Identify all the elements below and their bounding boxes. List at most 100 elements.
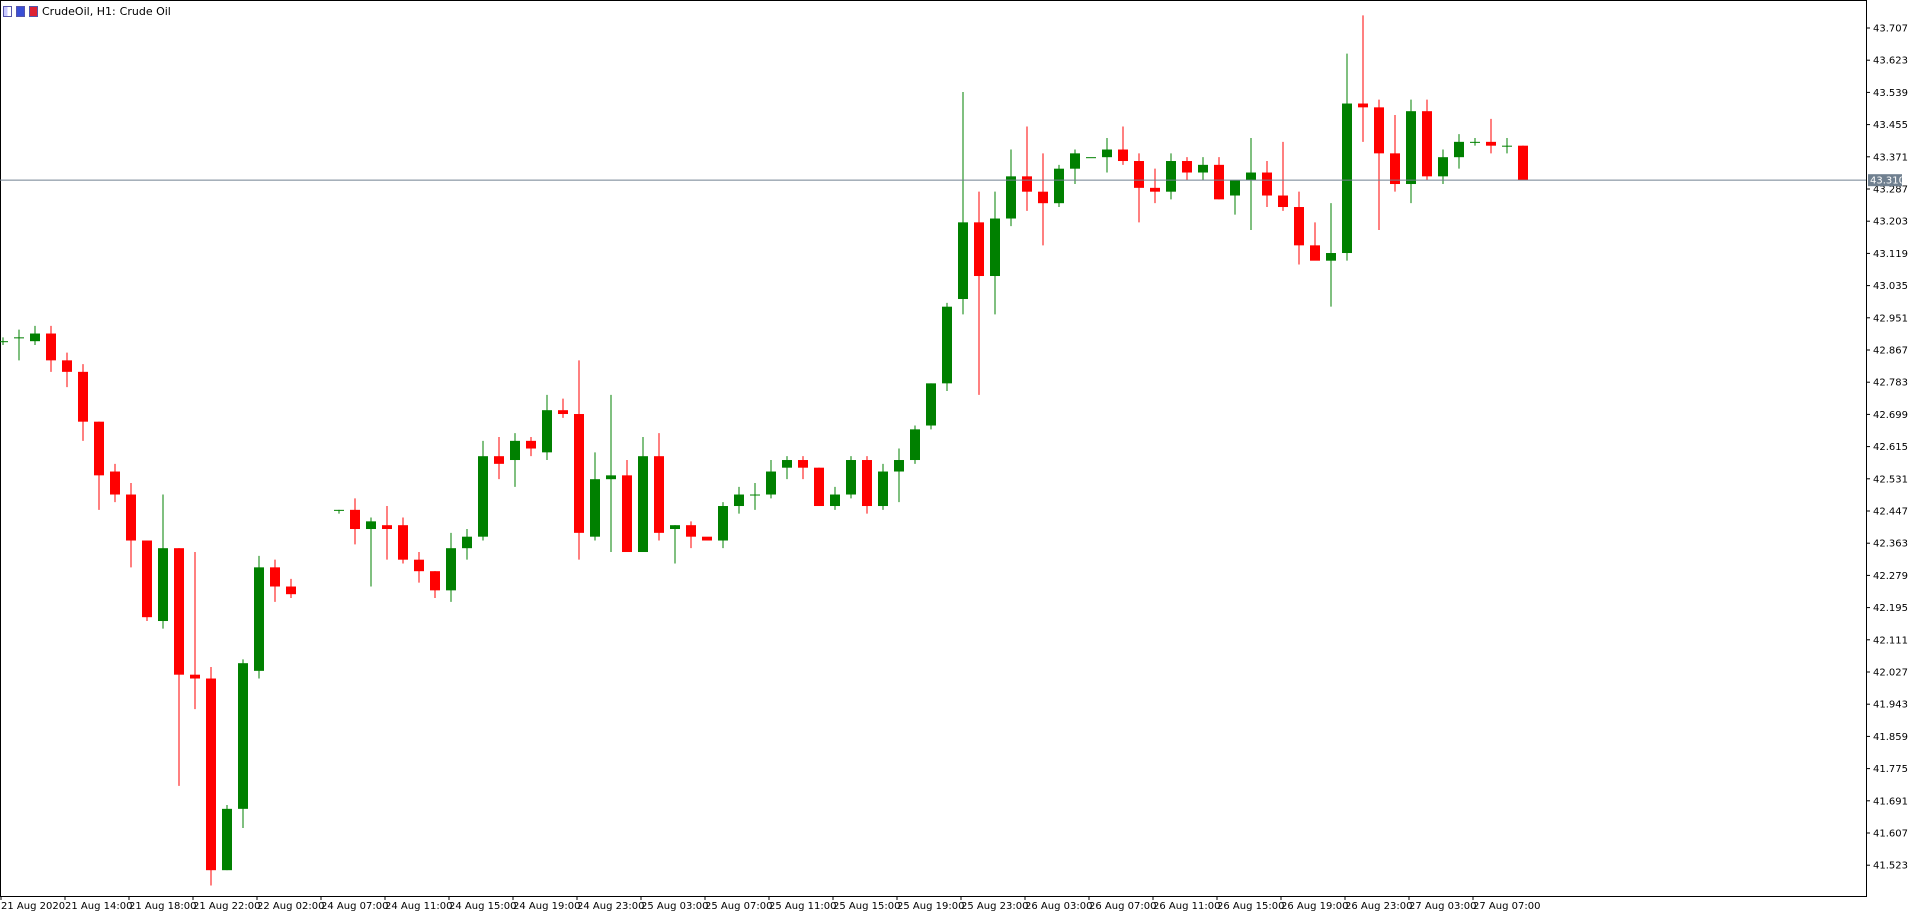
candle-body-bear <box>702 536 712 541</box>
x-tick-label: 25 Aug 15:00 <box>833 901 900 912</box>
x-tick-label: 25 Aug 23:00 <box>961 901 1028 912</box>
candle-body-bull <box>30 333 40 342</box>
candle-body-bear <box>126 494 136 541</box>
candle-body-bull <box>606 475 616 480</box>
candle-body-bear <box>1486 141 1496 146</box>
y-tick-label: 42.615 <box>1873 442 1908 453</box>
candle-body-bull <box>1070 153 1080 169</box>
candle-body-bull <box>1198 164 1208 173</box>
candle-body-bear <box>1294 207 1304 246</box>
y-tick-label: 42.699 <box>1873 410 1908 421</box>
candle-body-bear <box>1518 145 1528 181</box>
candle-body-bear <box>142 540 152 618</box>
candle-body-bear <box>814 467 824 507</box>
x-tick-label: 24 Aug 15:00 <box>449 901 516 912</box>
chart-type-icon[interactable] <box>3 5 12 17</box>
candle-body-bear <box>350 509 360 530</box>
candle-body-bear <box>382 525 392 530</box>
y-tick-label: 42.783 <box>1873 378 1908 389</box>
x-tick-label: 22 Aug 02:00 <box>257 901 324 912</box>
candle-body-bear <box>622 475 632 553</box>
candle-body-bull <box>926 383 936 426</box>
x-tick-label: 21 Aug 14:00 <box>65 901 132 912</box>
y-tick-label: 41.691 <box>1873 796 1908 807</box>
x-tick-label: 26 Aug 03:00 <box>1025 901 1092 912</box>
candle-body-bear <box>286 586 296 595</box>
candle-body-bull <box>590 479 600 537</box>
candle-body-bear <box>558 410 568 415</box>
candle-body-bull <box>958 222 968 300</box>
candle-body-bear <box>1214 164 1224 200</box>
candle-body-bull <box>1102 149 1112 158</box>
candle-body-bull <box>542 410 552 453</box>
x-tick-label: 27 Aug 07:00 <box>1473 901 1540 912</box>
candle-body-bear <box>686 525 696 537</box>
x-tick-label: 25 Aug 03:00 <box>641 901 708 912</box>
candle-body-bull <box>0 341 8 343</box>
y-tick-label: 42.363 <box>1873 539 1908 550</box>
y-tick-label: 42.279 <box>1873 571 1908 582</box>
y-tick-label: 43.371 <box>1873 152 1908 163</box>
candle-body-bull <box>462 536 472 549</box>
x-tick-label: 24 Aug 11:00 <box>385 901 452 912</box>
y-tick-label: 42.531 <box>1873 474 1908 485</box>
y-tick-label: 43.539 <box>1873 88 1908 99</box>
candle-body-bull <box>1454 141 1464 158</box>
candle-body-bull <box>830 494 840 507</box>
candle-body-bull <box>366 521 376 530</box>
candle-body-bear <box>1182 161 1192 173</box>
candle-body-bull <box>1086 157 1096 159</box>
candle-body-bear <box>190 674 200 679</box>
candle-body-bull <box>1342 103 1352 254</box>
x-tick-label: 26 Aug 11:00 <box>1153 901 1220 912</box>
chart-header: CrudeOil, H1: Crude Oil <box>3 3 171 19</box>
candle-body-bear <box>1262 172 1272 196</box>
candle-body-bear <box>1278 195 1288 208</box>
symbol-name: Crude Oil <box>119 4 171 18</box>
candle-body-bear <box>862 460 872 507</box>
candle-body-bear <box>414 559 424 572</box>
candle-body-bear <box>654 456 664 533</box>
y-tick-label: 42.867 <box>1873 346 1908 357</box>
candle-body-bear <box>574 414 584 533</box>
candle-body-bull <box>478 456 488 537</box>
candle-body-bull <box>238 663 248 809</box>
y-tick-label: 43.623 <box>1873 56 1908 67</box>
candle-body-bull <box>1470 141 1480 143</box>
y-tick-label: 41.943 <box>1873 700 1908 711</box>
candle-body-bull <box>222 808 232 871</box>
candle-body-bull <box>718 506 728 541</box>
y-tick-label: 42.951 <box>1873 313 1908 324</box>
candle-body-bear <box>1374 107 1384 154</box>
signal-icon[interactable] <box>29 5 38 17</box>
current-price-tag: 43.310 <box>1868 174 1905 187</box>
y-tick-label: 41.523 <box>1873 861 1908 872</box>
x-tick-label: 25 Aug 11:00 <box>769 901 836 912</box>
candle-body-bear <box>94 421 104 476</box>
one-click-trading-icon[interactable] <box>16 5 25 17</box>
candle-body-bear <box>62 360 72 372</box>
candle-body-bull <box>894 460 904 472</box>
candle-body-bear <box>206 678 216 871</box>
y-tick-label: 41.859 <box>1873 732 1908 743</box>
candle-body-bull <box>734 494 744 507</box>
candle-body-bear <box>1390 153 1400 185</box>
candle-body-bear <box>1022 176 1032 192</box>
y-tick-label: 42.027 <box>1873 668 1908 679</box>
x-tick-label: 24 Aug 23:00 <box>577 901 644 912</box>
y-tick-label: 42.195 <box>1873 603 1908 614</box>
candle-body-bull <box>846 460 856 495</box>
candle-body-bull <box>1006 176 1016 219</box>
candle-body-bear <box>1310 245 1320 261</box>
y-tick-label: 41.775 <box>1873 764 1908 775</box>
candle-body-bear <box>494 456 504 464</box>
current-price-label: 43.310 <box>1870 176 1905 187</box>
candle-body-bull <box>878 471 888 507</box>
candle-body-bear <box>1134 161 1144 188</box>
x-tick-label: 27 Aug 03:00 <box>1409 901 1476 912</box>
candle-body-bear <box>974 222 984 277</box>
x-tick-label: 21 Aug 18:00 <box>129 901 196 912</box>
candle-body-bear <box>1118 149 1128 162</box>
x-tick-label: 25 Aug 07:00 <box>705 901 772 912</box>
